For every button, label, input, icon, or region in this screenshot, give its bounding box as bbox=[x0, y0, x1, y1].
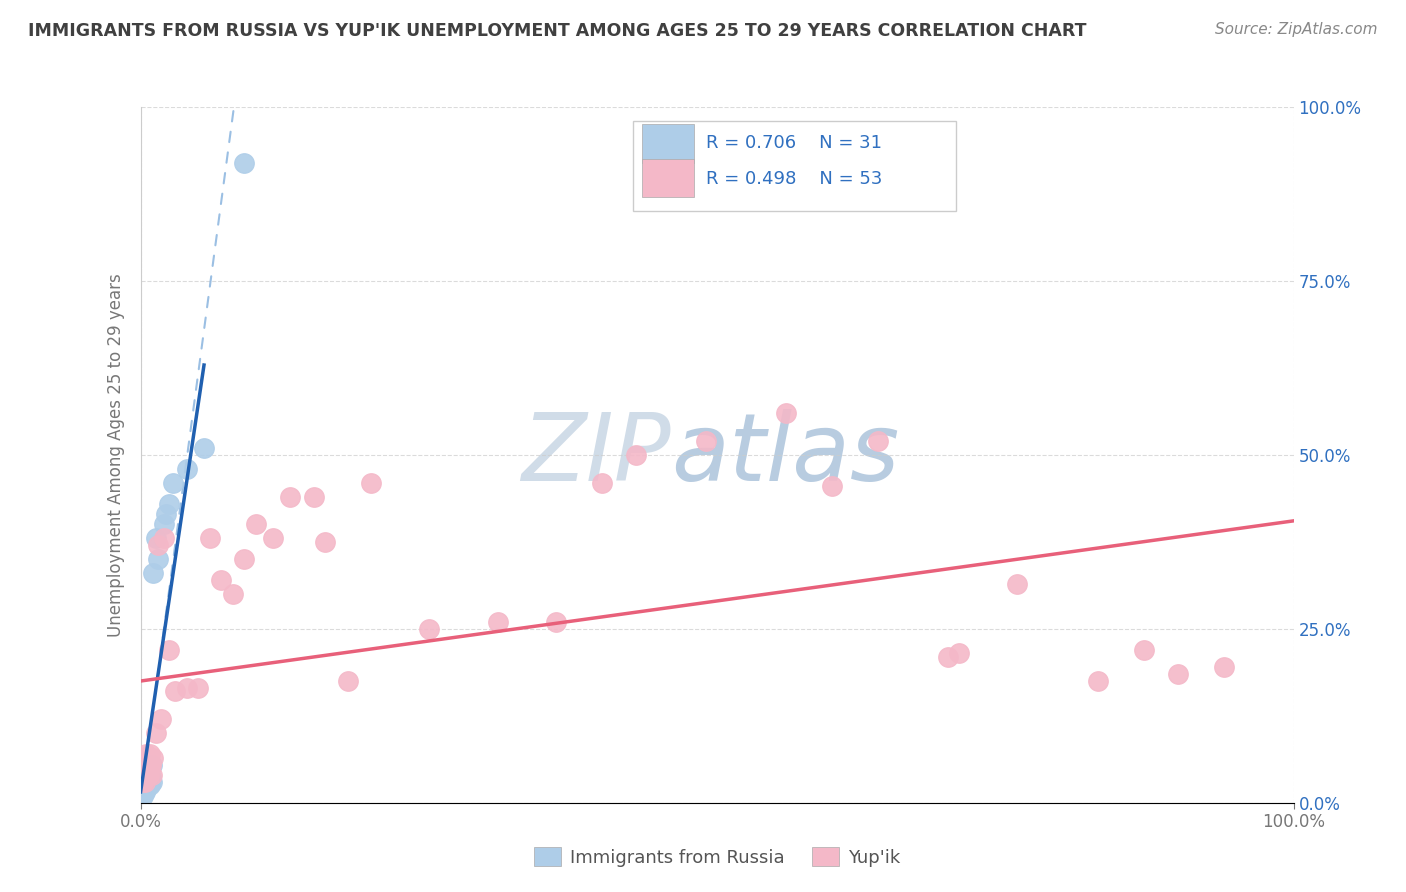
Point bbox=[280, 490, 302, 504]
FancyBboxPatch shape bbox=[643, 159, 695, 197]
Text: atlas: atlas bbox=[671, 409, 900, 500]
Point bbox=[1213, 660, 1236, 674]
Point bbox=[150, 712, 173, 726]
Point bbox=[136, 778, 159, 792]
Point bbox=[136, 750, 159, 764]
Text: R = 0.706    N = 31: R = 0.706 N = 31 bbox=[706, 134, 882, 152]
Point bbox=[948, 646, 970, 660]
Point bbox=[141, 775, 163, 789]
Point bbox=[159, 497, 180, 511]
Point bbox=[1005, 576, 1028, 591]
Point bbox=[193, 441, 215, 455]
Point bbox=[134, 785, 156, 799]
Point bbox=[486, 615, 509, 629]
Point bbox=[134, 757, 156, 772]
Point bbox=[145, 532, 167, 546]
Point bbox=[176, 462, 198, 476]
Point bbox=[626, 448, 648, 462]
Point bbox=[141, 757, 163, 772]
Point bbox=[155, 507, 177, 521]
Point bbox=[136, 768, 159, 782]
Point bbox=[135, 772, 157, 786]
Point bbox=[135, 747, 157, 761]
Point bbox=[132, 778, 155, 792]
Point bbox=[146, 552, 169, 566]
Point bbox=[544, 615, 567, 629]
Text: Source: ZipAtlas.com: Source: ZipAtlas.com bbox=[1215, 22, 1378, 37]
Point bbox=[176, 681, 198, 695]
Point bbox=[136, 764, 159, 779]
Point bbox=[138, 754, 160, 768]
Point bbox=[132, 772, 155, 786]
Point bbox=[360, 475, 382, 490]
Point bbox=[142, 750, 165, 764]
Point bbox=[135, 781, 157, 796]
Point bbox=[775, 406, 797, 420]
Point bbox=[159, 642, 180, 657]
Point bbox=[138, 768, 160, 782]
Point bbox=[152, 517, 174, 532]
Point bbox=[139, 761, 162, 775]
Point bbox=[262, 532, 284, 546]
Text: ZIP: ZIP bbox=[522, 409, 671, 500]
Point bbox=[139, 768, 162, 782]
Point bbox=[165, 684, 187, 698]
Point bbox=[134, 775, 156, 789]
Point bbox=[418, 622, 440, 636]
Point bbox=[139, 757, 162, 772]
Point bbox=[132, 785, 155, 799]
Point bbox=[141, 768, 163, 782]
Point bbox=[139, 747, 162, 761]
Point bbox=[222, 587, 245, 601]
Point bbox=[233, 552, 256, 566]
Point bbox=[1087, 674, 1109, 689]
Point bbox=[209, 573, 232, 587]
Y-axis label: Unemployment Among Ages 25 to 29 years: Unemployment Among Ages 25 to 29 years bbox=[107, 273, 125, 637]
Point bbox=[198, 532, 221, 546]
Point bbox=[314, 535, 336, 549]
Point bbox=[1167, 667, 1189, 681]
Point bbox=[135, 764, 157, 779]
Point bbox=[132, 789, 155, 803]
Point bbox=[132, 775, 155, 789]
Point bbox=[132, 754, 155, 768]
Text: R = 0.498    N = 53: R = 0.498 N = 53 bbox=[706, 169, 882, 187]
Text: IMMIGRANTS FROM RUSSIA VS YUP'IK UNEMPLOYMENT AMONG AGES 25 TO 29 YEARS CORRELAT: IMMIGRANTS FROM RUSSIA VS YUP'IK UNEMPLO… bbox=[28, 22, 1087, 40]
Point bbox=[337, 674, 360, 689]
Point bbox=[134, 775, 156, 789]
Point bbox=[302, 490, 325, 504]
Point bbox=[138, 764, 160, 779]
Point bbox=[135, 768, 157, 782]
Point bbox=[868, 434, 890, 448]
Point bbox=[142, 566, 165, 581]
FancyBboxPatch shape bbox=[643, 124, 695, 162]
Point bbox=[695, 434, 717, 448]
Point bbox=[132, 775, 155, 789]
Point bbox=[146, 538, 169, 552]
Point bbox=[138, 775, 160, 789]
Point bbox=[152, 532, 174, 546]
Point bbox=[162, 475, 184, 490]
Point bbox=[821, 479, 844, 493]
Point bbox=[245, 517, 267, 532]
Point bbox=[233, 155, 256, 169]
Point bbox=[591, 475, 613, 490]
Point bbox=[1132, 642, 1154, 657]
Point bbox=[187, 681, 209, 695]
Point bbox=[936, 649, 959, 664]
Point bbox=[131, 781, 153, 796]
Point bbox=[145, 726, 167, 740]
Point bbox=[132, 775, 155, 789]
Point bbox=[131, 768, 153, 782]
Legend: Immigrants from Russia, Yup'ik: Immigrants from Russia, Yup'ik bbox=[527, 840, 907, 874]
Point bbox=[135, 775, 157, 789]
FancyBboxPatch shape bbox=[633, 121, 956, 211]
Point bbox=[132, 761, 155, 775]
Point bbox=[139, 778, 162, 792]
Point bbox=[139, 772, 162, 786]
